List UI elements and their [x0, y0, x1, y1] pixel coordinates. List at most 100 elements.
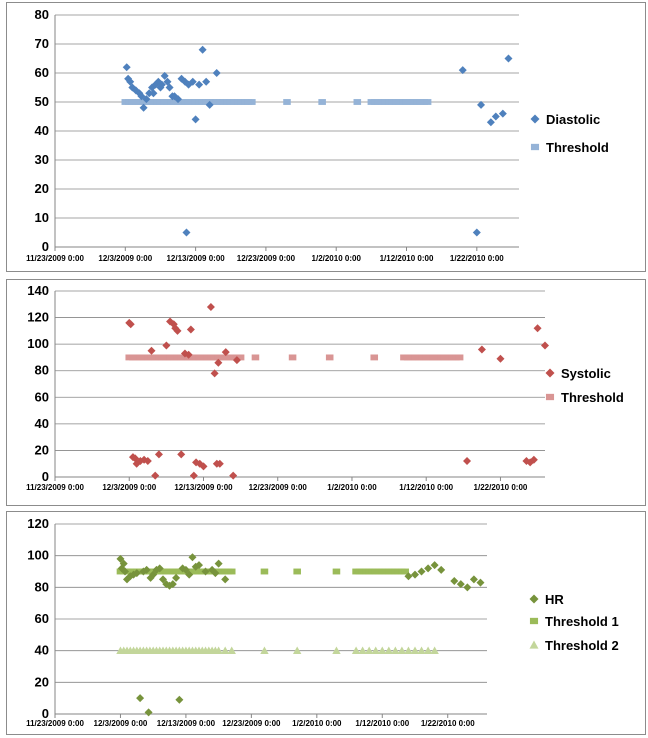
data-point — [154, 450, 163, 459]
data-point — [136, 694, 145, 703]
y-tick-label: 120 — [27, 310, 49, 325]
data-point — [186, 325, 195, 334]
y-tick-label: 80 — [35, 363, 49, 378]
data-point — [423, 99, 432, 105]
y-tick-label: 70 — [35, 36, 49, 51]
data-point — [463, 583, 472, 592]
y-tick-label: 40 — [35, 123, 49, 138]
series-diastolic — [122, 45, 513, 237]
data-point — [491, 112, 500, 121]
data-point — [159, 575, 167, 584]
x-tick-label: 12/23/2009 0:00 — [222, 719, 281, 728]
x-tick-label: 1/12/2010 0:00 — [355, 719, 409, 728]
y-tick-label: 10 — [35, 210, 49, 225]
data-point — [162, 580, 171, 589]
y-tick-label: 20 — [35, 181, 49, 196]
data-point — [437, 565, 446, 574]
systolic-chart-panel: 0 20 40 60 80 100 120 140 11/23/2009 0:00 12/3/20… — [6, 279, 646, 506]
data-point — [205, 100, 214, 109]
legend-label: Threshold — [561, 390, 624, 405]
legend-marker — [530, 143, 540, 151]
data-point — [292, 646, 302, 655]
data-point — [191, 115, 200, 124]
data-point — [149, 570, 158, 579]
data-point — [199, 462, 208, 471]
x-tick-label: 11/23/2009 0:00 — [26, 254, 84, 263]
x-tick-label: 1/2/2010 0:00 — [292, 719, 342, 728]
x-tick-label: 1/2/2010 0:00 — [327, 483, 377, 492]
data-point — [189, 471, 198, 480]
data-point — [139, 103, 148, 112]
data-point — [214, 559, 223, 568]
data-point — [157, 80, 166, 89]
data-point — [185, 570, 194, 579]
y-tick-label: 20 — [35, 442, 49, 457]
data-point — [401, 568, 409, 575]
data-point — [541, 341, 549, 350]
legend-marker — [530, 114, 540, 124]
data-point — [404, 646, 413, 655]
y-tick-label: 0 — [42, 239, 49, 254]
data-point — [353, 99, 362, 105]
data-point — [332, 646, 341, 655]
data-point — [165, 83, 174, 92]
legend-label: Threshold 1 — [545, 614, 619, 629]
data-point — [417, 567, 426, 576]
data-point — [180, 349, 189, 358]
data-point — [227, 646, 236, 655]
data-point — [458, 66, 467, 75]
series-systolic — [125, 302, 549, 480]
series-threshold-2 — [116, 646, 439, 655]
data-point — [195, 561, 203, 570]
data-point — [169, 320, 178, 329]
data-point — [384, 646, 394, 655]
y-tick-label: 120 — [27, 516, 49, 531]
data-point — [147, 346, 156, 355]
data-point — [215, 459, 224, 468]
systolic-chart: 0 20 40 60 80 100 120 140 11/23/2009 0:00 12/3/20… — [26, 283, 624, 492]
data-point — [248, 99, 256, 105]
y-tick-label: 60 — [35, 611, 49, 626]
data-point — [142, 565, 151, 574]
data-point — [227, 568, 236, 575]
data-point — [364, 646, 374, 655]
legend-marker — [545, 393, 555, 401]
data-point — [177, 450, 186, 459]
x-tick-label: 1/22/2010 0:00 — [421, 719, 475, 728]
data-point — [175, 695, 184, 704]
data-point — [214, 358, 223, 367]
data-point — [126, 320, 135, 329]
series-threshold — [125, 354, 464, 361]
data-point — [476, 578, 485, 587]
y-tick-label: 60 — [35, 389, 49, 404]
y-tick-label: 20 — [35, 674, 49, 689]
legend-label: Threshold 2 — [545, 638, 619, 653]
y-tick-label: 80 — [35, 579, 49, 594]
x-tick-label: 12/3/2009 0:00 — [102, 483, 156, 492]
x-tick-label: 12/23/2009 0:00 — [249, 483, 308, 492]
data-point — [318, 99, 326, 105]
data-point — [251, 354, 260, 361]
data-point — [430, 646, 439, 655]
data-point — [121, 567, 130, 576]
data-point — [149, 89, 158, 98]
legend-label: Threshold — [546, 140, 609, 155]
data-point — [206, 302, 215, 311]
data-point — [195, 459, 204, 468]
x-tick-label: 1/22/2010 0:00 — [474, 483, 528, 492]
data-point — [195, 80, 204, 89]
data-point — [174, 95, 183, 104]
data-point — [116, 554, 125, 563]
data-point — [288, 354, 297, 361]
y-tick-label: 50 — [35, 94, 49, 109]
data-point — [162, 341, 171, 350]
data-point — [220, 646, 230, 655]
y-tick-label: 30 — [35, 152, 49, 167]
data-point — [236, 354, 245, 361]
data-point — [469, 575, 478, 584]
data-point — [171, 324, 180, 333]
x-tick-label: 11/23/2009 0:00 — [26, 719, 84, 728]
x-tick-label: 11/23/2009 0:00 — [26, 483, 84, 492]
data-point — [160, 71, 169, 80]
data-point — [198, 45, 207, 54]
